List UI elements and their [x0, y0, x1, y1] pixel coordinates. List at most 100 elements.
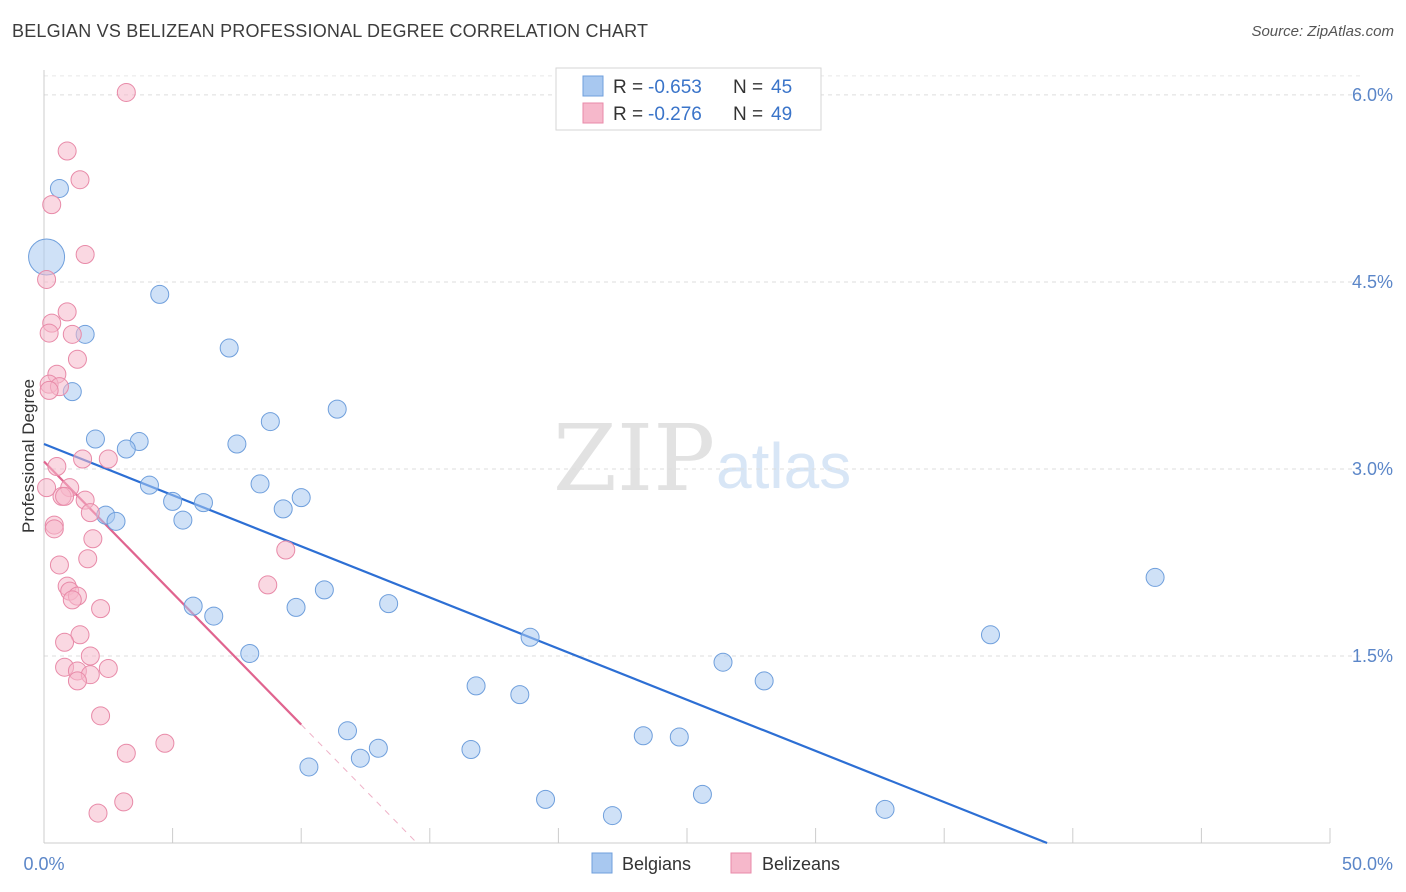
belizeans-point-35	[91, 599, 111, 619]
x-tick-label-0: 0.0%	[23, 854, 64, 874]
bottom-legend-label-belizeans: Belizeans	[762, 854, 840, 874]
belizeans-point-0	[116, 82, 136, 102]
belgians-point-4	[219, 338, 239, 358]
y-tick-label-1: 3.0%	[1352, 459, 1393, 479]
belizeans-point-16	[73, 449, 93, 469]
belgians-point-21	[1145, 567, 1165, 587]
belgians-point-31	[754, 671, 774, 691]
y-tick-label-0: 1.5%	[1352, 646, 1393, 666]
belizeans-point-37	[55, 632, 75, 652]
stats-legend: R = -0.653 N = 45 R = -0.276 N = 49	[555, 67, 822, 131]
legend-n-value-1: 45	[771, 77, 792, 98]
legend-n-value-2: 49	[771, 104, 792, 125]
legend-r-label-1: R =	[613, 77, 643, 98]
belgians-point-6	[327, 399, 347, 419]
belgians-point-24	[286, 597, 306, 617]
belizeans-point-40	[98, 658, 118, 678]
watermark-atlas: atlas	[716, 430, 851, 502]
belgians-point-37	[368, 738, 388, 758]
belgians-point-11	[227, 434, 247, 454]
belgians-point-33	[510, 685, 530, 705]
belgians-point-0	[49, 178, 69, 198]
data-points	[28, 82, 1165, 826]
belgians-point-15	[193, 493, 213, 513]
belgians-point-25	[379, 594, 399, 614]
belizeans-trend-extension	[300, 724, 418, 844]
series-legend: Belgians Belizeans	[591, 852, 840, 874]
belgians-point-35	[633, 726, 653, 746]
belizeans-point-34	[62, 590, 82, 610]
belgians-point-20	[173, 510, 193, 530]
belgians-point-38	[461, 739, 481, 759]
belizeans-point-28	[78, 549, 98, 569]
y-tick-label-3: 6.0%	[1352, 85, 1393, 105]
legend-n-label-2: N =	[733, 104, 763, 125]
belgians-point-34	[337, 721, 357, 741]
belizeans-point-23	[80, 503, 100, 523]
belizeans-point-45	[155, 733, 175, 753]
belizeans-point-4	[75, 245, 95, 265]
watermark-zip: ZIP	[553, 405, 715, 512]
belizeans-point-29	[49, 555, 69, 575]
belizeans-point-9	[62, 324, 82, 344]
y-axis-label: Professional Degree	[19, 379, 38, 533]
belizeans-point-6	[57, 302, 77, 322]
legend-r-value-2: -0.276	[648, 104, 702, 125]
belgians-point-28	[980, 625, 1000, 645]
y-tick-label-2: 4.5%	[1352, 272, 1393, 292]
belgians-point-39	[350, 748, 370, 768]
legend-n-label-1: N =	[733, 77, 763, 98]
belgians-point-8	[85, 429, 105, 449]
belizeans-point-21	[55, 486, 75, 506]
legend-swatch-belizeans	[582, 102, 604, 124]
belizeans-point-36	[70, 625, 90, 645]
belgians-point-41	[692, 784, 712, 804]
belizeans-point-2	[70, 170, 90, 190]
belizeans-point-5	[37, 269, 57, 289]
legend-r-label-2: R =	[613, 104, 643, 125]
belgians-point-2	[150, 284, 170, 304]
belgians-point-16	[291, 488, 311, 508]
belizeans-point-1	[57, 141, 77, 161]
chart-title: BELGIAN VS BELIZEAN PROFESSIONAL DEGREE …	[12, 21, 649, 41]
belgians-point-32	[466, 676, 486, 696]
legend-r-value-1: -0.653	[648, 77, 702, 98]
belizeans-point-10	[67, 349, 87, 369]
bottom-legend-swatch-belizeans	[730, 852, 752, 874]
x-tick-label-1: 50.0%	[1342, 854, 1393, 874]
belgians-point-22	[314, 580, 334, 600]
belgians-point-40	[299, 757, 319, 777]
belgians-point-7	[260, 412, 280, 432]
belgians-point-42	[536, 789, 556, 809]
source-label: Source: ZipAtlas.com	[1251, 23, 1394, 40]
belgians-point-1	[28, 238, 66, 276]
belgians-point-23	[183, 596, 203, 616]
bottom-legend-label-belgians: Belgians	[622, 854, 691, 874]
belizeans-point-44	[91, 706, 111, 726]
belgians-point-30	[713, 652, 733, 672]
grid-lines	[44, 75, 1360, 657]
belizeans-point-18	[37, 478, 57, 498]
belgians-point-14	[163, 491, 183, 511]
belgians-point-17	[273, 499, 293, 519]
belgians-trend-line	[43, 443, 1048, 845]
belizeans-point-25	[44, 519, 64, 539]
belgians-point-13	[250, 474, 270, 494]
belizeans-point-38	[80, 646, 100, 666]
axes: 1.5% 3.0% 4.5% 6.0% 0.0% 50.0%	[23, 70, 1393, 874]
belizeans-point-48	[88, 803, 108, 823]
belgians-point-44	[875, 799, 895, 819]
belizeans-point-26	[83, 529, 103, 549]
belizeans-point-46	[116, 743, 136, 763]
belizeans-point-17	[47, 456, 67, 476]
belgians-point-19	[106, 511, 126, 531]
belgians-point-27	[520, 627, 540, 647]
belgians-point-10	[116, 439, 136, 459]
belizeans-point-8	[39, 323, 59, 343]
belizeans-point-3	[42, 195, 62, 215]
belizeans-point-47	[114, 792, 134, 812]
belizeans-point-43	[67, 671, 87, 691]
belizeans-point-14	[39, 380, 59, 400]
belizeans-point-30	[258, 575, 278, 595]
